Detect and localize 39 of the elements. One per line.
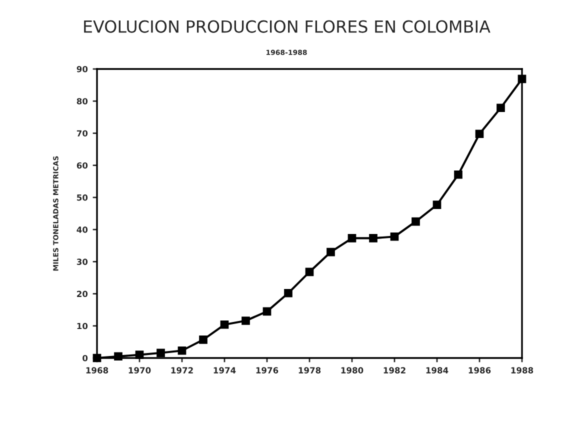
y-tick-label: 20 xyxy=(77,290,88,298)
y-tick-label: 30 xyxy=(76,258,88,265)
point xyxy=(432,200,442,209)
y-tick-label: 70 xyxy=(76,130,88,137)
y-tick-label: 80 xyxy=(76,98,88,104)
x-tick-label: 1984 xyxy=(426,367,448,374)
point xyxy=(305,268,314,276)
x-tick-label: 1980 xyxy=(341,367,364,374)
point xyxy=(199,336,208,344)
point xyxy=(390,232,399,241)
x-tick-label: 1978 xyxy=(298,367,321,374)
point xyxy=(348,234,356,242)
chart-title: EVOLUCION PRODUCCION FLORES EN COLOMBIA xyxy=(84,20,490,33)
y-tick-label: 0 xyxy=(82,354,88,362)
point xyxy=(242,316,250,325)
point xyxy=(326,248,335,256)
x-tick-label: 1974 xyxy=(214,367,236,374)
y-tick-label: 90 xyxy=(76,66,88,72)
point xyxy=(496,104,505,112)
x-tick-label: 1982 xyxy=(384,367,406,374)
point xyxy=(454,170,462,179)
x-tick-label: 1972 xyxy=(171,367,193,374)
x-tick-label: 1988 xyxy=(511,367,534,374)
y-tick-label: 40 xyxy=(76,226,88,233)
point xyxy=(284,288,292,298)
y-tick-label: 50 xyxy=(77,194,88,201)
x-tick-label: 1976 xyxy=(256,367,278,374)
point xyxy=(369,234,378,242)
point xyxy=(412,217,420,226)
y-tick-label: 10 xyxy=(77,322,88,330)
x-tick-label: 1970 xyxy=(128,367,151,374)
point xyxy=(220,320,229,329)
x-tick-label: 1968 xyxy=(86,367,108,374)
point xyxy=(262,307,272,316)
y-tick-label: 60 xyxy=(76,162,88,169)
point xyxy=(156,348,165,358)
x-tick-label: 1986 xyxy=(468,367,491,374)
point xyxy=(178,346,186,355)
point xyxy=(475,130,484,138)
